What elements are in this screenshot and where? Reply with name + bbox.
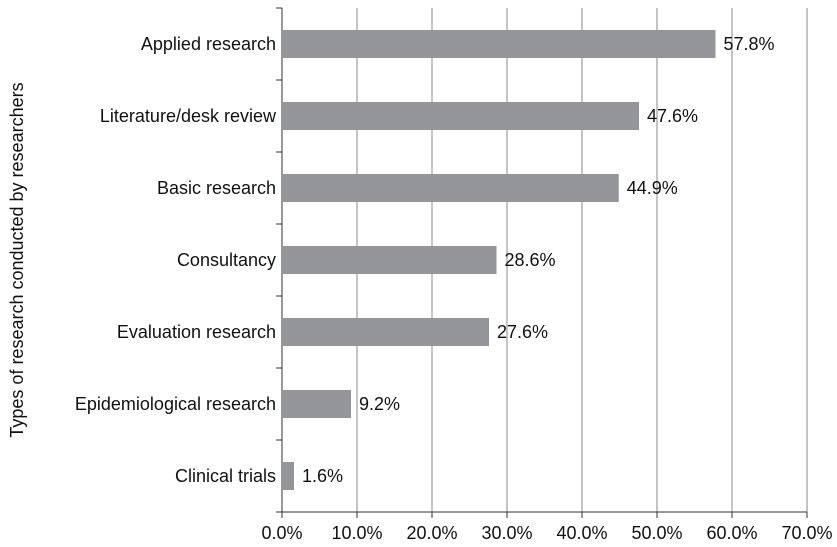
y-tick-label: Applied research — [141, 34, 276, 54]
bar — [282, 246, 497, 274]
y-tick-label: Clinical trials — [175, 466, 276, 486]
x-tick-label: 20.0% — [406, 523, 457, 543]
value-label: 27.6% — [497, 322, 548, 342]
x-tick-label: 30.0% — [481, 523, 532, 543]
x-tick-label: 0.0% — [261, 523, 302, 543]
bar — [282, 390, 351, 418]
value-label: 44.9% — [627, 178, 678, 198]
value-label: 57.8% — [724, 34, 775, 54]
value-label: 1.6% — [302, 466, 343, 486]
bar — [282, 174, 619, 202]
value-label: 28.6% — [505, 250, 556, 270]
bar — [282, 462, 294, 490]
y-axis-label: Types of research conducted by researche… — [7, 82, 27, 437]
x-tick-label: 50.0% — [631, 523, 682, 543]
bar — [282, 102, 639, 130]
x-tick-label: 40.0% — [556, 523, 607, 543]
value-label: 9.2% — [359, 394, 400, 414]
x-tick-label: 60.0% — [706, 523, 757, 543]
x-tick-label: 10.0% — [331, 523, 382, 543]
y-tick-label: Basic research — [157, 178, 276, 198]
y-tick-label: Evaluation research — [117, 322, 276, 342]
value-label: 47.6% — [647, 106, 698, 126]
bar — [282, 30, 716, 58]
y-tick-label: Epidemiological research — [75, 394, 276, 414]
bar — [282, 318, 489, 346]
y-tick-label: Literature/desk review — [100, 106, 277, 126]
x-tick-label: 70.0% — [781, 523, 832, 543]
y-tick-label: Consultancy — [177, 250, 276, 270]
